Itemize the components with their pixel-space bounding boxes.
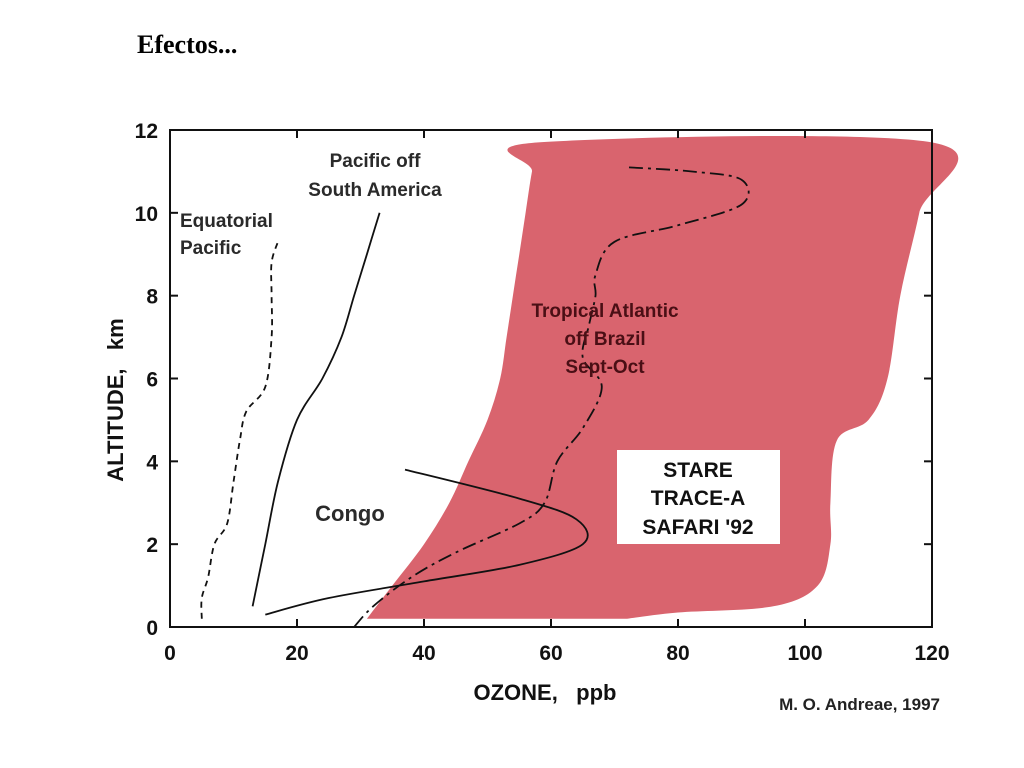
label-tropical-atlantic-line3: Sept-Oct: [565, 357, 645, 378]
y-tick-label: 4: [146, 451, 158, 474]
credit-text: M. O. Andreae, 1997: [779, 695, 940, 714]
x-tick-label: 20: [285, 642, 308, 665]
shaded-region-layer: [366, 135, 959, 619]
series-line-congo: [265, 468, 589, 616]
shaded-region-label-box: STARE TRACE-A SAFARI '92: [617, 450, 780, 544]
x-tick-label: 40: [412, 642, 435, 665]
y-tick-label: 10: [135, 203, 158, 226]
label-equatorial-pacific-line1: Equatorial: [180, 211, 273, 232]
series-layer: [200, 166, 750, 628]
label-congo: Congo: [315, 501, 385, 526]
y-tick-label: 2: [146, 534, 158, 557]
ticks-layer: 0 20 40 60 80 100 120 0 2 4 6 8 10 12: [135, 120, 950, 665]
x-tick-label: 0: [164, 642, 176, 665]
slide-title: Efectos...: [137, 30, 238, 59]
shaded-region-label-bg: [617, 450, 780, 544]
series-line-tropical-atlantic-off-brazil-sept-oct: [353, 166, 750, 628]
y-tick-label: 6: [146, 369, 158, 392]
y-tick-label: 8: [146, 286, 158, 309]
label-tropical-atlantic-line2: off Brazil: [564, 329, 645, 350]
x-tick-label: 120: [914, 642, 949, 665]
y-tick-label: 12: [135, 120, 158, 143]
series-line-equatorial-pacific: [200, 241, 279, 619]
label-equatorial-pacific-line2: Pacific: [180, 238, 242, 259]
label-pacific-off-south-america: Pacific off South America: [308, 151, 442, 201]
y-tick-label: 0: [146, 617, 158, 640]
series-line-pacific-off-south-america: [251, 212, 381, 607]
label-pacific-sa-line2: South America: [308, 180, 442, 201]
x-tick-label: 80: [666, 642, 689, 665]
x-tick-label: 100: [787, 642, 822, 665]
shaded-region: [366, 135, 959, 619]
shaded-label-line2: TRACE-A: [651, 487, 746, 510]
label-tropical-atlantic-line1: Tropical Atlantic: [531, 301, 679, 322]
label-tropical-atlantic: Tropical Atlantic off Brazil Sept-Oct: [531, 301, 679, 378]
x-tick-label: 60: [539, 642, 562, 665]
label-equatorial-pacific: Equatorial Pacific: [180, 211, 273, 259]
shaded-label-line3: SAFARI '92: [642, 516, 753, 539]
label-pacific-sa-line1: Pacific off: [330, 151, 421, 172]
y-axis-title: ALTITUDE, km: [103, 318, 128, 481]
shaded-label-line1: STARE: [663, 459, 733, 482]
x-axis-title: OZONE, ppb: [474, 680, 617, 705]
